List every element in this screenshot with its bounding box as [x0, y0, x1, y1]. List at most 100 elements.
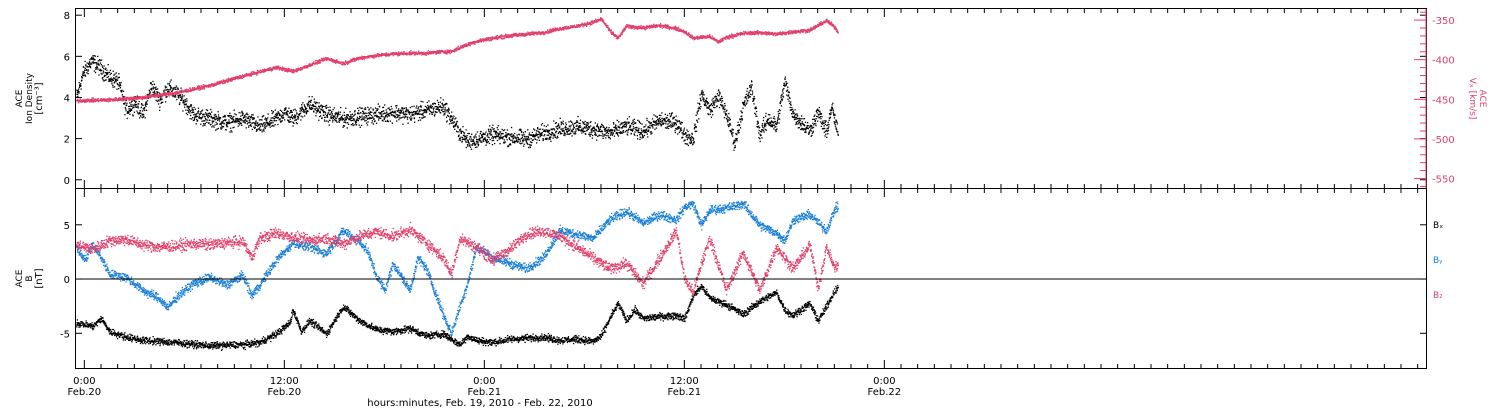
- data-point: [104, 74, 106, 77]
- data-point: [514, 141, 516, 143]
- data-point: [753, 98, 755, 101]
- data-point: [114, 78, 117, 81]
- data-point: [95, 99, 97, 101]
- data-point: [124, 103, 126, 105]
- data-point: [621, 127, 623, 129]
- data-point: [124, 107, 126, 109]
- data-point: [79, 98, 81, 100]
- data-point: [295, 68, 297, 70]
- data-point: [460, 130, 462, 133]
- data-point: [182, 101, 185, 103]
- data-point: [503, 139, 505, 141]
- data-point: [667, 118, 669, 121]
- data-point: [780, 105, 783, 107]
- data-point: [812, 126, 815, 129]
- data-point: [426, 111, 428, 113]
- data-point: [581, 121, 584, 123]
- data-point: [578, 122, 580, 124]
- data-point: [429, 113, 431, 115]
- data-point: [835, 121, 837, 123]
- data-point: [113, 74, 115, 76]
- data-point: [784, 78, 786, 81]
- data-point: [562, 127, 564, 130]
- data-point: [326, 115, 328, 117]
- data-point: [715, 97, 717, 100]
- data-point: [85, 65, 87, 67]
- data-point: [502, 138, 504, 140]
- data-point: [220, 123, 222, 125]
- data-point: [666, 117, 668, 119]
- data-point: [405, 110, 407, 112]
- data-point: [192, 110, 194, 112]
- data-point: [513, 141, 515, 143]
- data-point: [705, 102, 707, 104]
- data-point: [219, 117, 221, 119]
- data-point: [484, 139, 487, 141]
- data-point: [200, 118, 202, 120]
- data-point: [666, 126, 668, 128]
- data-point: [80, 85, 82, 87]
- data-point: [422, 117, 424, 119]
- data-point: [375, 114, 377, 116]
- data-point: [626, 118, 629, 120]
- data-point: [83, 66, 85, 69]
- data-point: [471, 133, 473, 135]
- data-point: [765, 125, 767, 127]
- data-point: [391, 108, 393, 110]
- data-point: [284, 112, 286, 114]
- data-point: [290, 111, 293, 113]
- data-point: [280, 115, 282, 118]
- data-point: [564, 125, 567, 128]
- data-point: [255, 130, 258, 132]
- data-point: [584, 126, 586, 128]
- data-point: [544, 134, 546, 136]
- data-point: [225, 119, 227, 121]
- data-point: [801, 115, 803, 117]
- data-point: [465, 146, 467, 149]
- data-point: [103, 80, 105, 82]
- data-point: [569, 126, 571, 128]
- data-point: [238, 120, 240, 122]
- data-point: [794, 113, 796, 115]
- data-point: [97, 60, 99, 62]
- data-point: [381, 119, 383, 121]
- data-point: [525, 138, 527, 140]
- data-point: [143, 107, 145, 110]
- data-point: [535, 132, 537, 134]
- data-point: [541, 132, 543, 134]
- data-point: [664, 120, 666, 122]
- data-point: [389, 109, 391, 111]
- data-point: [791, 108, 794, 111]
- data-point: [315, 112, 317, 114]
- data-point: [274, 68, 276, 70]
- data-point: [303, 65, 305, 67]
- data-point: [639, 138, 641, 140]
- data-point: [317, 109, 320, 111]
- data-point: [204, 86, 207, 88]
- data-point: [395, 117, 397, 119]
- data-point: [425, 106, 428, 108]
- data-point: [114, 97, 116, 99]
- data-point: [568, 129, 571, 132]
- data-point: [509, 134, 512, 136]
- data-point: [812, 122, 814, 124]
- data-point: [118, 99, 120, 101]
- data-point: [240, 112, 242, 114]
- data-point: [86, 69, 88, 71]
- data-point: [745, 93, 747, 95]
- data-point: [128, 105, 130, 108]
- data-point: [287, 69, 289, 71]
- data-point: [428, 108, 430, 110]
- data-point: [388, 115, 390, 117]
- data-point: [668, 122, 670, 124]
- data-point: [817, 116, 819, 118]
- data-point: [492, 137, 494, 139]
- data-point: [705, 101, 708, 103]
- data-point: [168, 92, 170, 94]
- data-point: [83, 75, 85, 77]
- data-point: [302, 102, 304, 104]
- data-point: [406, 118, 409, 120]
- data-point: [529, 146, 531, 149]
- data-point: [279, 118, 281, 120]
